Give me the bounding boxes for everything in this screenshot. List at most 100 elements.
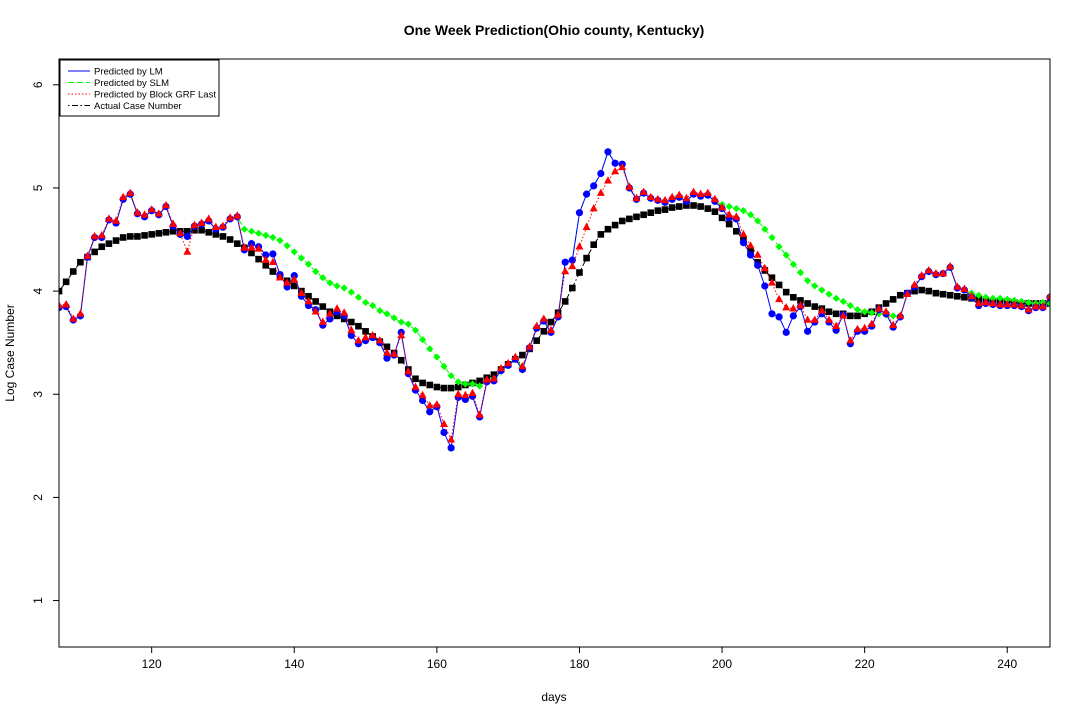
data-point xyxy=(447,384,455,392)
data-point xyxy=(426,345,434,353)
x-tick-label: 240 xyxy=(997,657,1017,671)
data-point xyxy=(675,190,684,198)
data-point xyxy=(219,233,227,240)
legend-label: Actual Case Number xyxy=(94,101,182,112)
data-point xyxy=(390,314,398,322)
data-point xyxy=(818,286,826,294)
legend-label: Predicted by SLM xyxy=(94,78,169,89)
data-point xyxy=(954,292,961,300)
data-point xyxy=(205,229,213,236)
data-point xyxy=(790,293,797,301)
data-point xyxy=(98,243,106,251)
data-point xyxy=(69,268,77,275)
data-point xyxy=(732,212,741,220)
data-point xyxy=(569,284,576,292)
data-point xyxy=(397,330,406,339)
data-point xyxy=(419,379,426,387)
data-point xyxy=(626,215,633,223)
data-point xyxy=(268,257,277,266)
data-point xyxy=(412,375,419,383)
data-point xyxy=(739,207,748,215)
data-point xyxy=(547,318,555,326)
data-point xyxy=(119,192,128,201)
data-point xyxy=(618,217,626,225)
data-point xyxy=(810,315,819,323)
data-point xyxy=(59,301,63,309)
data-point xyxy=(283,242,291,250)
data-point xyxy=(134,233,141,240)
data-point xyxy=(147,205,156,213)
data-point xyxy=(433,383,441,391)
data-point xyxy=(817,306,826,314)
data-point xyxy=(197,218,206,226)
data-point xyxy=(739,239,748,247)
y-tick-label: 4 xyxy=(31,287,45,294)
data-point xyxy=(632,193,641,202)
data-point xyxy=(283,278,292,286)
x-tick-label: 220 xyxy=(855,657,875,671)
data-point xyxy=(889,312,897,320)
data-point xyxy=(383,310,391,318)
data-point xyxy=(931,269,940,277)
data-point xyxy=(974,298,983,307)
x-tick-label: 160 xyxy=(427,657,447,671)
data-point xyxy=(418,390,427,399)
data-point xyxy=(262,231,270,239)
data-point xyxy=(889,296,897,303)
data-point xyxy=(925,287,933,295)
data-point xyxy=(618,162,627,171)
data-point xyxy=(368,330,377,339)
data-point xyxy=(369,301,377,310)
data-point xyxy=(996,300,1005,308)
data-point xyxy=(539,314,548,322)
data-point xyxy=(468,388,477,397)
data-point xyxy=(775,243,783,251)
data-point xyxy=(754,217,762,225)
data-point xyxy=(454,389,463,398)
data-point xyxy=(654,207,662,214)
data-point xyxy=(718,214,726,222)
data-point xyxy=(383,343,391,351)
data-point xyxy=(162,229,170,236)
data-point xyxy=(319,274,327,282)
data-point xyxy=(276,236,284,245)
data-point xyxy=(847,312,854,320)
data-point xyxy=(161,200,170,209)
data-point xyxy=(803,327,812,335)
data-point xyxy=(782,303,791,311)
data-point xyxy=(83,251,92,259)
data-point xyxy=(375,336,384,344)
data-point xyxy=(725,210,734,218)
data-point xyxy=(311,307,320,315)
data-point xyxy=(576,269,583,276)
y-tick-label: 3 xyxy=(31,391,45,398)
data-point xyxy=(961,293,968,301)
data-point xyxy=(725,220,733,228)
data-point xyxy=(604,225,612,233)
data-point xyxy=(191,226,198,234)
data-point xyxy=(411,382,420,390)
data-point xyxy=(789,304,798,312)
data-point xyxy=(1010,300,1019,308)
data-point xyxy=(861,308,869,316)
data-point xyxy=(290,275,299,283)
data-point xyxy=(247,227,256,235)
data-point xyxy=(119,234,127,241)
data-point xyxy=(611,166,620,175)
data-point xyxy=(825,290,833,298)
data-point xyxy=(1046,299,1050,308)
data-point xyxy=(62,278,70,286)
data-point xyxy=(497,363,506,372)
data-point xyxy=(647,209,655,217)
data-point xyxy=(461,390,470,399)
data-point xyxy=(924,265,933,274)
data-point xyxy=(903,289,912,297)
data-point xyxy=(882,307,891,315)
data-point xyxy=(290,248,298,256)
data-point xyxy=(832,310,840,318)
data-point xyxy=(447,372,455,380)
data-point xyxy=(960,284,969,292)
data-point xyxy=(426,408,434,416)
data-point xyxy=(761,282,769,290)
